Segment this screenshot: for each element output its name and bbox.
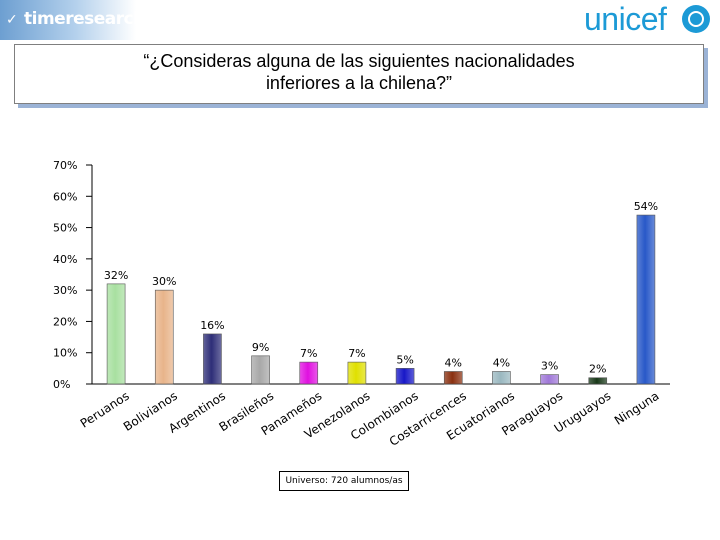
bar-colombianos: [395, 368, 415, 385]
data-label: 7%: [300, 347, 317, 360]
y-tick-label: 30%: [53, 284, 77, 297]
unicef-logo-text: unicef: [584, 1, 667, 37]
bar-panameños: [299, 361, 319, 385]
sample-footnote: Universo: 720 alumnos/as: [279, 471, 409, 491]
y-tick-label: 0%: [53, 378, 70, 391]
data-label: 5%: [396, 353, 413, 366]
bar-argentinos: [203, 333, 222, 385]
unicef-logo: unicef: [582, 1, 716, 39]
data-label: 3%: [541, 360, 558, 373]
unicef-globe-icon: [682, 5, 710, 33]
data-label: 54%: [634, 200, 658, 213]
y-tick-label: 70%: [53, 159, 77, 172]
timeresearch-logo-text: timeresearch: [24, 9, 145, 29]
bar-brasileños: [251, 355, 270, 385]
bar-paraguayos: [540, 374, 559, 385]
y-tick-label: 20%: [53, 315, 77, 328]
bar-venezolanos: [347, 361, 367, 385]
y-tick-label: 50%: [53, 222, 77, 235]
question-title: “¿Consideras alguna de las siguientes na…: [143, 51, 575, 93]
y-tick-label: 60%: [53, 190, 77, 203]
data-label: 9%: [252, 341, 269, 354]
timeresearch-logo: ✓ timeresearch: [0, 0, 145, 40]
data-label: 16%: [200, 319, 224, 332]
data-label: 7%: [348, 347, 365, 360]
bar-costarricences: [443, 371, 463, 385]
bar-ecuatorianos: [492, 371, 511, 385]
data-label: 2%: [589, 363, 606, 376]
data-label: 4%: [493, 356, 510, 369]
y-tick-label: 10%: [53, 347, 77, 360]
category-label: Ninguna: [612, 389, 662, 428]
header-bar: ✓ timeresearch unicef: [0, 0, 720, 40]
bar-chart: 0%10%20%30%40%50%60%70%32%Peruanos30%Bol…: [53, 159, 670, 449]
timeresearch-mark-icon: ✓: [6, 12, 18, 28]
bar-uruguayos: [588, 377, 608, 385]
bar-bolivianos: [154, 289, 174, 385]
bar-peruanos: [106, 283, 126, 385]
bar-ninguna: [636, 214, 656, 385]
data-label: 4%: [445, 356, 462, 369]
y-tick-label: 40%: [53, 253, 77, 266]
data-label: 30%: [152, 275, 176, 288]
question-title-box: “¿Consideras alguna de las siguientes na…: [14, 44, 704, 104]
data-label: 32%: [104, 269, 128, 282]
